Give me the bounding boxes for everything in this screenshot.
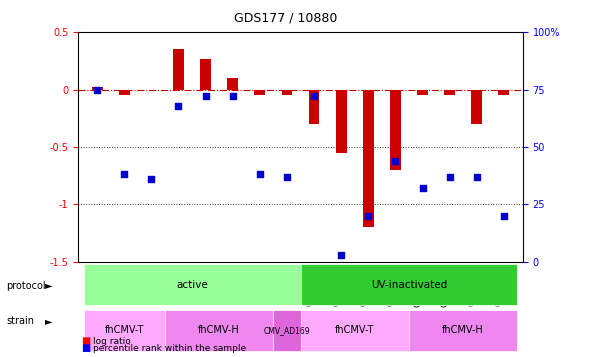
Bar xyxy=(309,90,320,124)
Point xyxy=(120,172,129,177)
FancyBboxPatch shape xyxy=(84,264,300,305)
Bar xyxy=(417,90,428,95)
Bar xyxy=(281,90,292,95)
Bar xyxy=(254,90,265,95)
Bar xyxy=(390,90,401,170)
Bar xyxy=(444,90,455,95)
Text: GDS177 / 10880: GDS177 / 10880 xyxy=(234,12,337,25)
Point xyxy=(228,94,237,99)
Text: UV-inactivated: UV-inactivated xyxy=(371,280,447,290)
Bar xyxy=(336,90,347,153)
Text: fhCMV-H: fhCMV-H xyxy=(198,326,240,336)
Point xyxy=(337,252,346,258)
Point xyxy=(445,174,454,180)
Point xyxy=(93,87,102,92)
Bar xyxy=(227,78,238,90)
Point xyxy=(364,213,373,218)
Point xyxy=(201,94,210,99)
Point xyxy=(418,185,427,191)
Point xyxy=(310,94,319,99)
Point xyxy=(174,103,183,109)
Point xyxy=(391,158,400,164)
Bar xyxy=(119,90,130,95)
FancyBboxPatch shape xyxy=(300,264,517,305)
Bar xyxy=(92,87,103,90)
Text: fhCMV-H: fhCMV-H xyxy=(442,326,484,336)
FancyBboxPatch shape xyxy=(300,310,409,351)
Text: ►: ► xyxy=(45,281,52,291)
Bar xyxy=(498,90,509,95)
Text: ■: ■ xyxy=(81,343,90,353)
Text: percentile rank within the sample: percentile rank within the sample xyxy=(93,345,246,353)
Text: ►: ► xyxy=(45,316,52,326)
Text: protocol: protocol xyxy=(6,281,46,291)
Text: fhCMV-T: fhCMV-T xyxy=(105,326,144,336)
Text: ■: ■ xyxy=(81,336,90,346)
Text: active: active xyxy=(176,280,208,290)
Text: CMV_AD169: CMV_AD169 xyxy=(264,326,310,335)
FancyBboxPatch shape xyxy=(273,310,300,351)
Point xyxy=(282,174,291,180)
Point xyxy=(472,174,481,180)
Point xyxy=(499,213,508,218)
Bar xyxy=(363,90,374,227)
Point xyxy=(147,176,156,182)
Bar xyxy=(173,49,184,90)
Point xyxy=(255,172,264,177)
Bar xyxy=(200,59,211,90)
FancyBboxPatch shape xyxy=(84,310,165,351)
Text: fhCMV-T: fhCMV-T xyxy=(335,326,374,336)
FancyBboxPatch shape xyxy=(165,310,273,351)
Bar xyxy=(471,90,482,124)
Text: strain: strain xyxy=(6,316,34,326)
FancyBboxPatch shape xyxy=(409,310,517,351)
Text: log ratio: log ratio xyxy=(93,337,131,346)
